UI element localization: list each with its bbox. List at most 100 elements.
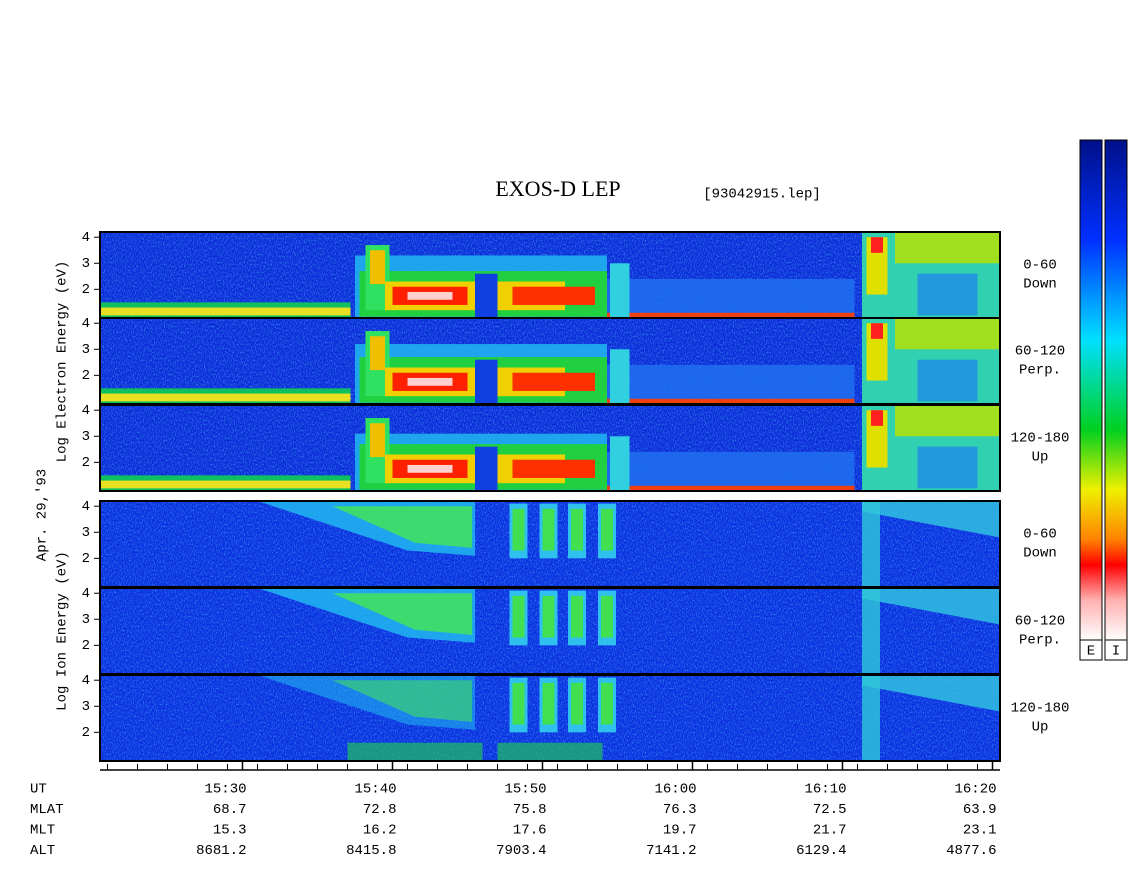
panel-direction: Up (1032, 450, 1049, 466)
ephemeris-value: 8681.2 (196, 843, 246, 859)
spectrum-region (512, 459, 595, 478)
panel-angle: 120-180 (1011, 701, 1070, 717)
spectrum-region (610, 436, 630, 491)
spectrum-region (407, 464, 453, 473)
x-tick-label: 16:10 (804, 782, 846, 798)
spectrum-region (871, 323, 883, 339)
spectrum-region (895, 405, 1000, 437)
spectrum-region (571, 595, 583, 638)
panel-frame (99, 404, 1001, 492)
spectrum-region (607, 485, 855, 491)
ephemeris-value: 75.8 (513, 802, 547, 818)
date-label: Apr. 29,'93 (35, 469, 51, 561)
spectrum-region (610, 263, 630, 318)
spectrum-region (100, 393, 351, 402)
ephemeris-value: 16.2 (363, 823, 397, 839)
ephemeris-label: MLT (30, 823, 55, 839)
spectrum-region (475, 446, 498, 491)
spectrum-region (512, 372, 595, 391)
spectrum-region (332, 593, 472, 635)
spectrum-region (917, 273, 978, 316)
y-tick-label: 2 (82, 282, 90, 298)
ephemeris-value: 7903.4 (496, 843, 546, 859)
spectrum-region (512, 595, 525, 638)
color-bar-label-box (1104, 639, 1128, 661)
spectrum-region (862, 501, 1000, 538)
ephemeris-value: 21.7 (813, 823, 847, 839)
spectrum-region (332, 680, 472, 722)
ephemeris-value: 72.8 (363, 802, 397, 818)
y-tick-label: 3 (82, 256, 90, 272)
color-bar (1079, 139, 1103, 641)
y-tick-label: 4 (82, 403, 90, 419)
ephemeris-value: 8415.8 (346, 843, 396, 859)
x-tick-label: 16:00 (654, 782, 696, 798)
color-bar-label: E (1087, 644, 1095, 660)
y-tick-label: 2 (82, 455, 90, 471)
spectrogram-panel (100, 318, 1000, 404)
spectrum-region (601, 595, 613, 638)
chart-title: EXOS-D LEP (495, 176, 620, 201)
y-tick-label: 3 (82, 699, 90, 715)
ephemeris-value: 7141.2 (646, 843, 696, 859)
spectrum-region (607, 398, 855, 404)
ephemeris-label: ALT (30, 843, 55, 859)
spectrum-region (862, 588, 880, 674)
panel-frame (99, 674, 1001, 762)
spectrum-region (571, 682, 583, 725)
spectrum-region (497, 742, 603, 761)
panel-angle: 0-60 (1023, 258, 1057, 274)
panel-direction: Down (1023, 546, 1057, 562)
spectrum-region (370, 250, 385, 285)
ephemeris-value: 23.1 (963, 823, 997, 839)
spectrum-region (895, 232, 1000, 264)
y-tick-label: 2 (82, 725, 90, 741)
ephemeris-value: 6129.4 (796, 843, 846, 859)
spectrum-region (332, 506, 472, 548)
spectrum-region (917, 359, 978, 402)
spectrogram-panel (100, 501, 1000, 587)
spectrum-region (601, 682, 613, 725)
y-axis-label: Log Electron Energy (eV) (55, 261, 71, 463)
spectrum-region (512, 286, 595, 305)
ephemeris-value: 72.5 (813, 802, 847, 818)
y-tick-label: 2 (82, 638, 90, 654)
y-tick-label: 3 (82, 342, 90, 358)
color-bar-label: I (1112, 644, 1120, 660)
y-tick-label: 4 (82, 316, 90, 332)
panel-direction: Down (1023, 277, 1057, 293)
spectrum-region (370, 336, 385, 371)
ephemeris-value: 19.7 (663, 823, 697, 839)
spectrum-region (607, 312, 855, 318)
panel-angle: 0-60 (1023, 527, 1057, 543)
y-tick-label: 4 (82, 586, 90, 602)
y-tick-label: 4 (82, 499, 90, 515)
ephemeris-value: 15.3 (213, 823, 247, 839)
x-tick-label: 15:50 (504, 782, 546, 798)
spectrum-region (475, 359, 498, 404)
panel-direction: Perp. (1019, 633, 1061, 649)
spectrum-region (100, 480, 351, 489)
spectrum-region (895, 318, 1000, 350)
spectrum-region (607, 364, 855, 404)
spectrum-region (862, 501, 880, 587)
spectrogram-panel (100, 588, 1000, 674)
spectrogram-panel (100, 675, 1000, 761)
spectrum-region (475, 273, 498, 318)
ephemeris-value: 63.9 (963, 802, 997, 818)
spectrum-region (542, 682, 555, 725)
y-axis-label: Log Ion Energy (eV) (55, 551, 71, 711)
spectrum-region (407, 377, 453, 386)
ephemeris-value: 76.3 (663, 802, 697, 818)
spectrum-region (347, 742, 483, 761)
spectrum-region (601, 508, 613, 551)
panel-angle: 120-180 (1011, 431, 1070, 447)
spectrum-region (610, 349, 630, 404)
y-tick-label: 2 (82, 368, 90, 384)
spectrum-region (100, 307, 351, 316)
spectrum-region (607, 278, 855, 318)
y-tick-label: 2 (82, 551, 90, 567)
ephemeris-label: MLAT (30, 802, 64, 818)
